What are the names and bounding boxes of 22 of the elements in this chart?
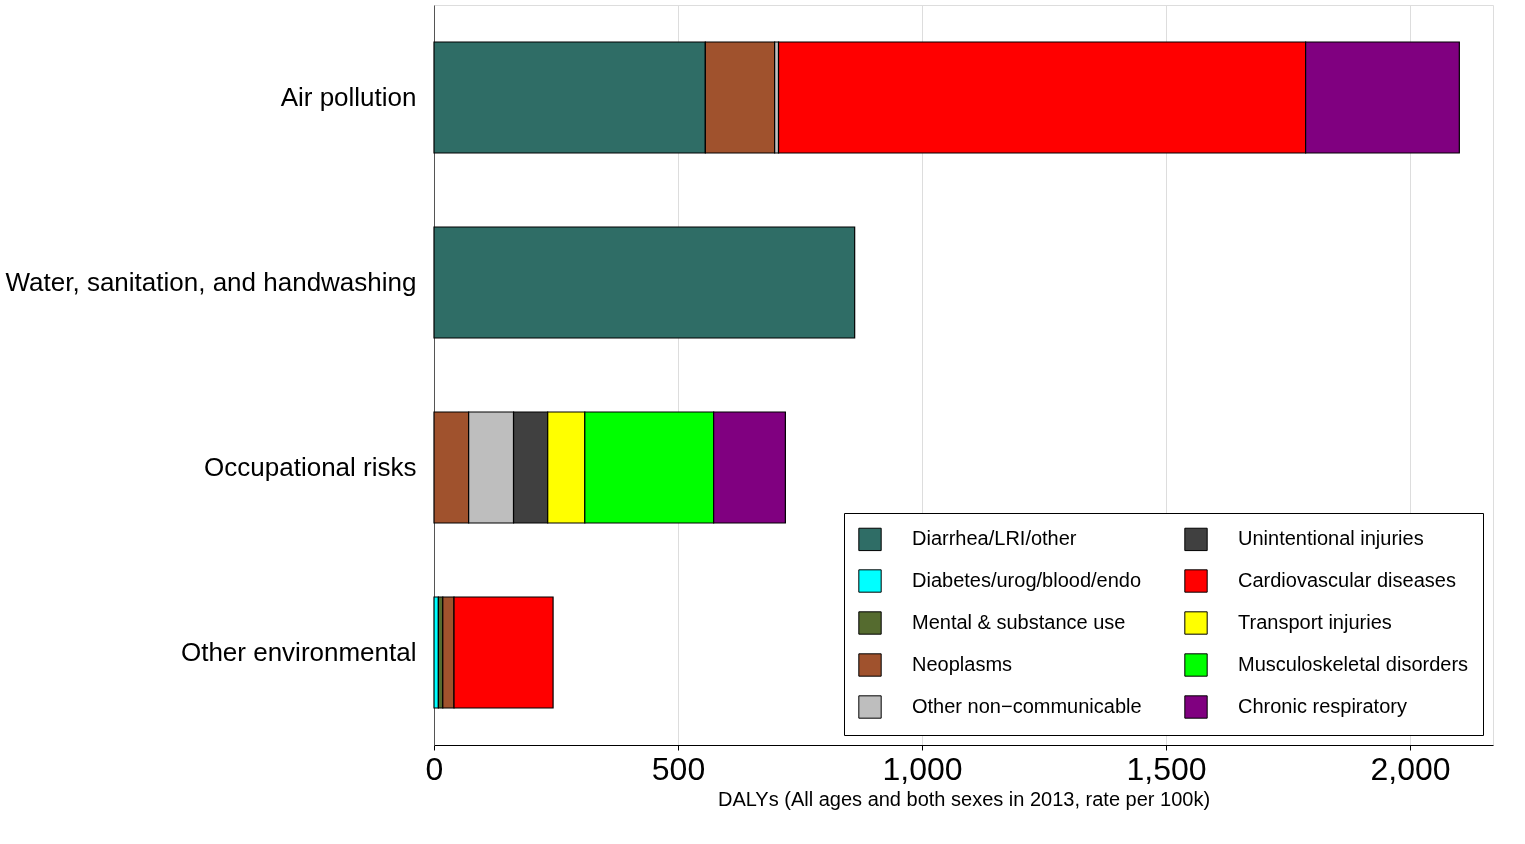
legend-label: Transport injuries: [1238, 611, 1392, 633]
legend-label: Musculoskeletal disorders: [1238, 653, 1469, 675]
x-tick-label: 2,000: [1370, 750, 1451, 787]
legend-label: Mental & substance use: [912, 611, 1126, 633]
y-tick-label: Other environmental: [180, 636, 417, 667]
legend-label: Cardiovascular diseases: [1238, 569, 1456, 591]
legend-label: Unintentional injuries: [1238, 527, 1424, 550]
x-axis-title: DALYs (All ages and both sexes in 2013, rate per 100k): [717, 787, 1211, 810]
legend-label: Chronic respiratory: [1238, 695, 1407, 717]
x-tick-label: 0: [425, 750, 444, 787]
legend-label: Diarrhea/LRI/other: [912, 527, 1077, 550]
x-tick-label: 1,500: [1126, 750, 1207, 787]
y-tick-label: Air pollution: [280, 81, 417, 112]
legend-label: Diabetes/urog/blood/endo: [912, 569, 1142, 591]
x-tick-label: 1,000: [882, 750, 963, 787]
legend-label: Other non−communicable: [912, 695, 1142, 717]
bar: [433, 596, 439, 709]
x-tick-label: 500: [651, 750, 706, 787]
legend-label: Neoplasms: [912, 653, 1013, 675]
y-tick-label: Water, sanitation, and handwashing: [5, 266, 417, 297]
y-tick-label: Occupational risks: [204, 451, 417, 482]
bar: [433, 226, 856, 339]
